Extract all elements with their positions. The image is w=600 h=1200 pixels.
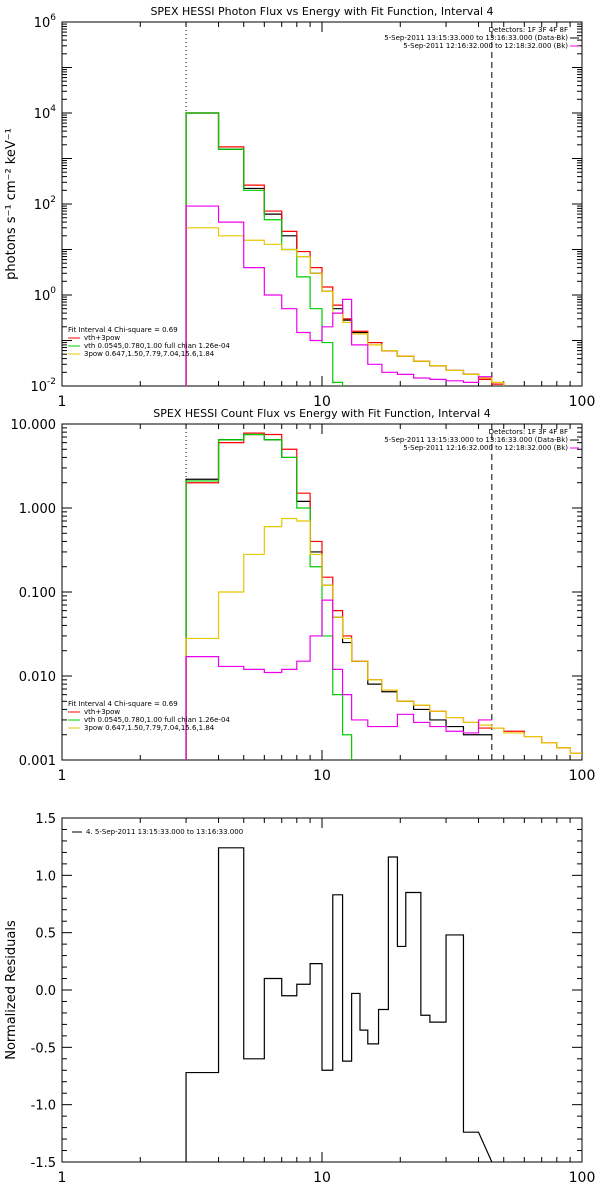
series-line-3 — [185, 517, 582, 760]
info-detectors: Detectors: 1F 3F 4F 8F — [489, 428, 568, 436]
y-tick-label: 0.0 — [35, 984, 56, 999]
series-line-1 — [185, 432, 582, 760]
y-tick-label: 1.000 — [19, 502, 56, 517]
info-time-data: 5-Sep-2011 13:15:33.000 to 13:16:33.000 … — [384, 34, 568, 42]
y-tick-label: 0.100 — [19, 586, 56, 601]
y-tick-base: 10 — [34, 198, 51, 213]
chart-panel-2: 1 10 100 -1.5 -1.0 -0.5 0.0 0.5 1.0 1.5 Normalized… — [4, 812, 595, 1186]
legend-item-label: 3pow 0.647,1.50,7.79,7.04,15.6,1.84 — [84, 724, 215, 732]
y-tick-exponent: 2 — [50, 195, 56, 205]
x-tick-label: 100 — [569, 394, 596, 410]
legend-item-label: vth 0.0545,0.780,1.00 full chian 1.26e-0… — [84, 342, 230, 350]
y-tick-label: 104 — [34, 104, 57, 122]
y-tick-label: -1.0 — [31, 1099, 56, 1114]
info-detectors: Detectors: 1F 3F 4F 8F — [489, 26, 568, 34]
x-tick-label: 10 — [313, 768, 331, 784]
series-group — [185, 847, 493, 1162]
legend-item-label: vth+3pow — [84, 708, 120, 716]
y-tick-base: 10 — [34, 107, 51, 122]
y-tick-exponent: 6 — [50, 13, 56, 23]
chart-title: SPEX HESSI Photon Flux vs Energy with Fi… — [150, 5, 493, 18]
series-group — [185, 432, 582, 760]
series-line-0 — [185, 847, 493, 1162]
y-tick-exponent: 4 — [50, 104, 56, 114]
y-tick-label: 10-2 — [30, 377, 56, 395]
y-axis-label: Normalized Residuals — [4, 920, 19, 1060]
y-tick-label: 106 — [34, 13, 57, 31]
info-time-bk: 5-Sep-2011 12:16:32.000 to 12:18:32.000 … — [403, 42, 568, 50]
y-tick-label: 1.0 — [35, 869, 56, 884]
y-tick-label: 1.5 — [35, 812, 56, 827]
series-line-2 — [185, 112, 344, 386]
series-line-3 — [185, 227, 505, 386]
legend-header: Fit Interval 4 Chi-square = 0.69 — [68, 326, 178, 334]
x-tick-label: 10 — [313, 394, 331, 410]
y-tick-label: -1.5 — [31, 1156, 56, 1171]
y-tick-label: 10.000 — [11, 418, 57, 433]
y-tick-exponent: -2 — [47, 377, 56, 387]
legend-header: Fit Interval 4 Chi-square = 0.69 — [68, 700, 178, 708]
chart-title: SPEX HESSI Count Flux vs Energy with Fit… — [153, 407, 490, 420]
legend-item-label: vth 0.0545,0.780,1.00 full chian 1.26e-0… — [84, 716, 230, 724]
y-tick-label: 0.5 — [35, 927, 56, 942]
series-line-4 — [185, 205, 492, 386]
y-axis-label: photons s⁻¹ cm⁻² keV⁻¹ — [4, 128, 19, 280]
x-tick-label: 100 — [569, 768, 596, 784]
y-tick-label: 100 — [34, 286, 57, 304]
series-line-2 — [185, 433, 353, 760]
y-tick-exponent: 0 — [50, 286, 56, 296]
x-tick-label: 1 — [58, 394, 67, 410]
y-tick-label: 0.010 — [19, 670, 56, 685]
series-line-4 — [185, 599, 492, 760]
x-tick-label: 100 — [569, 1170, 596, 1186]
y-tick-base: 10 — [30, 380, 47, 395]
info-time-bk: 5-Sep-2011 12:16:32.000 to 12:18:32.000 … — [403, 444, 568, 452]
x-tick-label: 1 — [58, 768, 67, 784]
y-tick-label: -0.5 — [31, 1041, 56, 1056]
chart-panel-0: SPEX HESSI Photon Flux vs Energy with Fi… — [4, 5, 596, 410]
x-tick-label: 10 — [313, 1170, 331, 1186]
series-line-0 — [185, 112, 492, 386]
y-tick-base: 10 — [34, 289, 51, 304]
info-time-data: 5-Sep-2011 13:15:33.000 to 13:16:33.000 … — [384, 436, 568, 444]
series-group — [185, 112, 505, 386]
y-tick-base: 10 — [34, 16, 51, 31]
y-tick-label: 0.001 — [19, 754, 56, 769]
legend-item-label: 4. 5-Sep-2011 13:15:33.000 to 13:16:33.0… — [86, 828, 243, 836]
legend-item-label: vth+3pow — [84, 334, 120, 342]
legend-item-label: 3pow 0.647,1.50,7.79,7.04,15.6,1.84 — [84, 350, 215, 358]
chart-panel-1: SPEX HESSI Count Flux vs Energy with Fit… — [11, 407, 596, 784]
x-tick-label: 1 — [58, 1170, 67, 1186]
y-tick-label: 102 — [34, 195, 56, 213]
